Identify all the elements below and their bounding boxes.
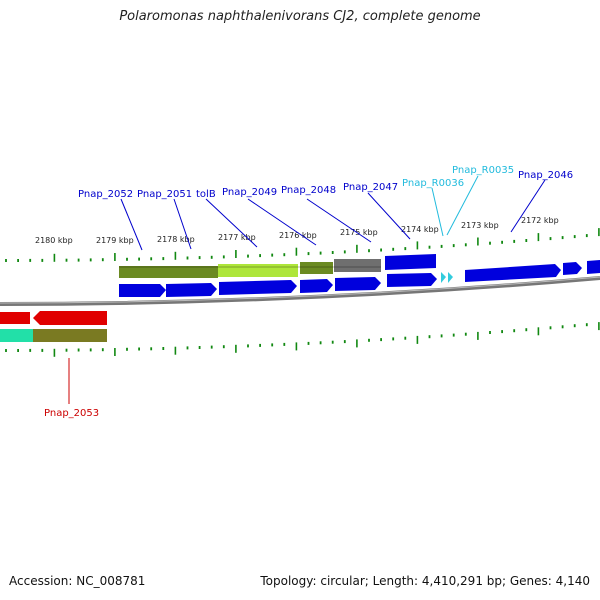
map-title: Polaromonas naphthalenivorans CJ2, compl… [119, 9, 481, 24]
kbp-labels: 2180 kbp 2179 kbp 2178 kbp 2177 kbp 2176… [35, 216, 559, 245]
label-connectors [68, 175, 546, 404]
kbp-label: 2173 kbp [461, 221, 499, 230]
connector-pnap-2051 [173, 198, 192, 250]
kbp-label: 2179 kbp [96, 236, 134, 245]
cds-arrow-pnap-2048[interactable] [335, 277, 381, 291]
kbp-label: 2178 kbp [157, 235, 195, 244]
gene-label-pnap-2047[interactable]: Pnap_2047 [343, 182, 398, 193]
cog-row-forward [119, 259, 381, 278]
cds-box-upper-pnap-2047[interactable] [385, 254, 436, 270]
cds-arrow-pnap-2046[interactable] [465, 264, 561, 282]
kbp-label: 2175 kbp [340, 228, 378, 237]
connector-pnap-2049 [247, 198, 317, 246]
cds-box-reverse[interactable] [0, 312, 30, 324]
cds-arrow-tolb[interactable] [219, 280, 297, 295]
connector-pnap-2047 [367, 192, 411, 240]
kbp-label: 2177 kbp [218, 233, 256, 242]
accession-text: Accession: NC_008781 [9, 574, 146, 588]
gene-label-tolb[interactable]: tolB [196, 189, 216, 200]
gene-labels: Pnap_2052 Pnap_2051 tolB Pnap_2049 Pnap_… [44, 165, 573, 419]
forward-cds-row [119, 254, 600, 297]
cog-box-olive[interactable] [33, 329, 107, 342]
kbp-label: 2172 kbp [521, 216, 559, 225]
gene-label-pnap-2052[interactable]: Pnap_2052 [78, 189, 133, 200]
gene-label-pnap-2053[interactable]: Pnap_2053 [44, 408, 99, 419]
cog-box-teal[interactable] [0, 329, 33, 342]
cds-arrow-next[interactable] [563, 262, 582, 275]
gene-label-pnap-2048[interactable]: Pnap_2048 [281, 185, 336, 196]
connector-pnap-r0036 [431, 187, 444, 237]
cds-arrow-pnap-2049[interactable] [300, 279, 333, 293]
connector-pnap-2052 [120, 198, 143, 251]
cog-box-top-shade [119, 266, 381, 268]
outer-tick-row [5, 228, 600, 262]
gene-label-pnap-2049[interactable]: Pnap_2049 [222, 187, 277, 198]
cog-box[interactable] [300, 262, 333, 274]
gene-label-pnap-2051[interactable]: Pnap_2051 [137, 189, 192, 200]
cog-box[interactable] [218, 264, 298, 277]
genome-backbone [0, 276, 600, 306]
gene-label-pnap-2046[interactable]: Pnap_2046 [518, 170, 573, 181]
genome-backbone-highlight [0, 276, 600, 304]
connector-pnap-r0035 [446, 175, 479, 236]
connector-tolb [205, 198, 258, 248]
trna-arrow-pnap-r0035[interactable] [448, 272, 453, 283]
reverse-cds-row [0, 311, 107, 342]
trna-arrow-pnap-r0036[interactable] [441, 272, 446, 283]
kbp-label: 2180 kbp [35, 236, 73, 245]
cds-arrow-pnap-2053[interactable] [33, 311, 107, 325]
cds-arrow-pnap-2052[interactable] [119, 284, 166, 297]
gene-label-pnap-r0036[interactable]: Pnap_R0036 [402, 178, 464, 189]
kbp-label: 2174 kbp [401, 225, 439, 234]
cds-arrow-edge[interactable] [587, 260, 600, 274]
cds-arrow-pnap-2047[interactable] [387, 273, 437, 287]
kbp-label: 2176 kbp [279, 231, 317, 240]
connector-pnap-2046 [510, 179, 546, 233]
cog-box[interactable] [119, 266, 166, 278]
inner-tick-row [5, 322, 600, 357]
topology-text: Topology: circular; Length: 4,410,291 bp… [260, 574, 590, 588]
cog-box[interactable] [334, 259, 381, 272]
connector-pnap-2048 [306, 198, 372, 243]
cds-arrow-pnap-2051[interactable] [166, 283, 217, 297]
trna-row [441, 272, 453, 283]
gene-label-pnap-r0035[interactable]: Pnap_R0035 [452, 165, 514, 176]
cog-box[interactable] [166, 266, 218, 278]
